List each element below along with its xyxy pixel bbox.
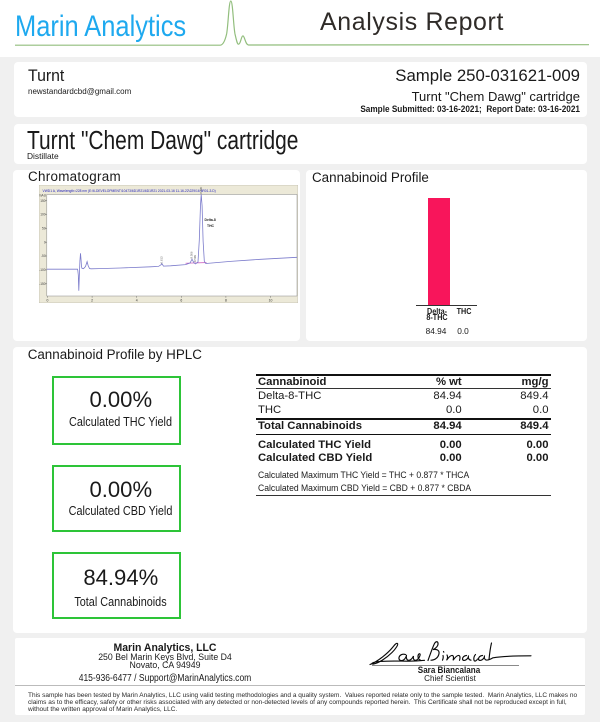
svg-text:-50: -50 bbox=[40, 254, 45, 258]
svg-text:0: 0 bbox=[43, 240, 45, 244]
svg-text:VWD1 A, Wavelength=228 nm (E:\: VWD1 A, Wavelength=228 nm (E:\6-DEVELOPM… bbox=[42, 189, 215, 193]
svg-text:10: 10 bbox=[268, 299, 272, 303]
svg-text:-100: -100 bbox=[39, 268, 46, 272]
svg-text:6.613: 6.613 bbox=[159, 256, 163, 263]
svg-text:50: 50 bbox=[42, 227, 46, 231]
svg-text:Delta-8: Delta-8 bbox=[204, 218, 215, 222]
svg-text:8.780: 8.780 bbox=[199, 186, 203, 193]
svg-text:8.506: 8.506 bbox=[189, 251, 193, 258]
svg-text:8.599: 8.599 bbox=[192, 255, 196, 262]
svg-text:0: 0 bbox=[46, 299, 48, 303]
svg-text:8: 8 bbox=[224, 299, 226, 303]
svg-text:2: 2 bbox=[91, 299, 93, 303]
svg-text:100: 100 bbox=[40, 213, 46, 217]
svg-text:4: 4 bbox=[135, 299, 137, 303]
svg-text:150: 150 bbox=[40, 199, 46, 203]
svg-text:THC: THC bbox=[207, 224, 215, 228]
svg-text:6: 6 bbox=[180, 299, 182, 303]
svg-text:-150: -150 bbox=[39, 282, 46, 286]
svg-text:mAU: mAU bbox=[39, 194, 47, 198]
